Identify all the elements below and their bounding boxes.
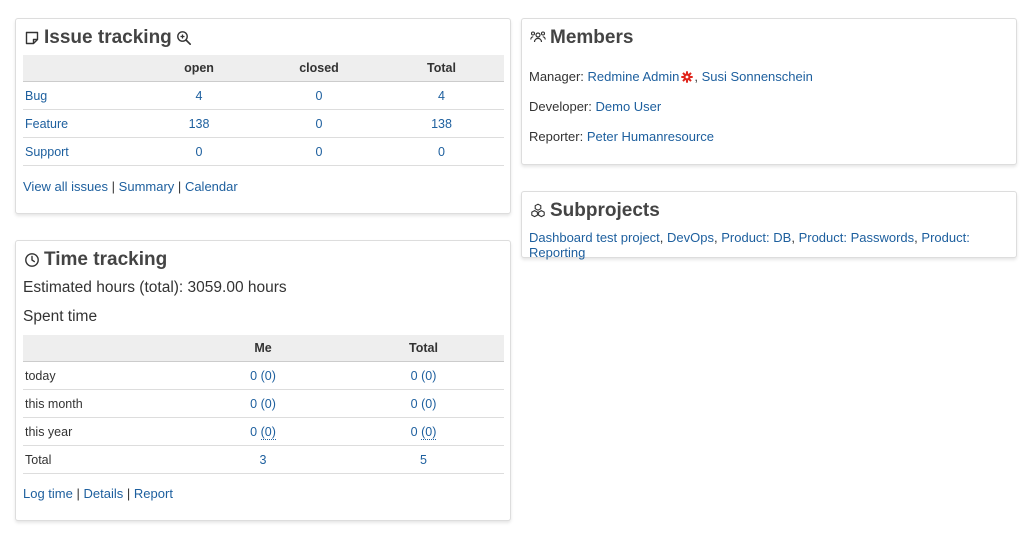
log-time-link[interactable]: Log time	[23, 486, 73, 501]
developer-line: Developer: Demo User	[529, 99, 661, 114]
me-hours-link[interactable]: 0	[250, 424, 258, 439]
subprojects-list: Dashboard test project, DevOps, Product:…	[529, 230, 970, 260]
table-row: Bug 4 0 4	[23, 81, 504, 110]
total-hours-link[interactable]: 0	[410, 424, 418, 439]
time-links: Log time | Details | Report	[23, 486, 173, 501]
subprojects-heading: Subprojects	[530, 200, 660, 222]
table-header-row: open closed Total	[23, 55, 504, 82]
total-hours-paren-link[interactable]: (0)	[421, 368, 437, 383]
period-label: today	[23, 361, 183, 390]
table-row: today 0 (0) 0 (0)	[23, 361, 504, 390]
report-link[interactable]: Report	[133, 486, 173, 501]
subproject-link-product-reporting[interactable]: Product: Reporting	[529, 230, 970, 260]
time-tracking-box: Time tracking Estimated hours (total): 3…	[15, 240, 511, 521]
total-hours-link[interactable]: 0	[410, 396, 418, 411]
period-label: this year	[23, 417, 183, 446]
open-count-link[interactable]: 4	[195, 88, 203, 103]
table-row: this year 0 (0) 0 (0)	[23, 417, 504, 446]
total-hours-paren-link[interactable]: (0)	[421, 424, 437, 440]
subproject-link-devops[interactable]: DevOps	[667, 230, 714, 245]
manager-label: Manager:	[529, 69, 584, 84]
subproject-link-product-db[interactable]: Product: DB	[721, 230, 792, 245]
column-header-period	[23, 335, 183, 362]
cubes-icon	[530, 203, 546, 219]
time-tracking-title: Time tracking	[44, 249, 168, 270]
developer-label: Developer:	[529, 99, 592, 114]
column-header-tracker	[23, 55, 139, 82]
link-separator: |	[126, 486, 131, 501]
total-hours-link[interactable]: 0	[410, 368, 418, 383]
member-link-redmine-admin[interactable]: Redmine Admin	[587, 69, 680, 84]
zoom-in-icon[interactable]	[176, 30, 192, 46]
summary-link[interactable]: Summary	[118, 179, 175, 194]
table-row: Support 0 0 0	[23, 137, 504, 166]
member-link-susi-sonnenschein[interactable]: Susi Sonnenschein	[701, 69, 813, 84]
me-hours-link[interactable]: 3	[259, 452, 267, 467]
estimated-hours: Estimated hours (total): 3059.00 hours	[23, 279, 287, 296]
closed-count-link[interactable]: 0	[315, 88, 323, 103]
issue-links: View all issues | Summary | Calendar	[23, 179, 238, 194]
total-count-link[interactable]: 138	[431, 116, 452, 131]
subprojects-title: Subprojects	[550, 200, 660, 221]
members-box: Members Manager: Redmine Admin, Susi Son…	[521, 18, 1017, 165]
total-hours-link[interactable]: 5	[420, 452, 427, 467]
link-separator: |	[76, 486, 80, 501]
gear-icon	[681, 71, 694, 86]
closed-count-link[interactable]: 0	[315, 144, 323, 159]
table-row: this month 0 (0) 0 (0)	[23, 389, 504, 418]
total-hours-paren-link[interactable]: (0)	[421, 396, 437, 411]
tracker-link-bug[interactable]: Bug	[25, 88, 48, 103]
me-hours-link[interactable]: 0	[250, 396, 258, 411]
reporter-line: Reporter: Peter Humanresource	[529, 129, 714, 144]
period-label: Total	[23, 445, 183, 474]
spent-time-table: Me Total today 0 (0) 0 (0) this month 0 …	[23, 335, 504, 474]
table-row: Total 3 5	[23, 445, 504, 474]
link-separator: |	[111, 179, 116, 194]
group-icon	[530, 30, 546, 46]
tracker-link-support[interactable]: Support	[25, 144, 69, 159]
reporter-label: Reporter:	[529, 129, 584, 144]
manager-line: Manager: Redmine Admin, Susi Sonnenschei…	[529, 69, 813, 86]
column-header-closed: closed	[259, 55, 379, 82]
total-count-link[interactable]: 4	[438, 88, 445, 103]
view-all-issues-link[interactable]: View all issues	[23, 179, 109, 194]
total-count-link[interactable]: 0	[438, 144, 445, 159]
link-separator: |	[177, 179, 182, 194]
table-row: Feature 138 0 138	[23, 109, 504, 138]
me-hours-link[interactable]: 0	[250, 368, 258, 383]
period-label: this month	[23, 389, 183, 418]
issue-tracking-title: Issue tracking	[44, 27, 172, 48]
time-tracking-heading: Time tracking	[24, 249, 167, 271]
sticky-note-icon	[24, 30, 40, 46]
column-header-total: Total	[379, 55, 504, 82]
calendar-link[interactable]: Calendar	[184, 179, 238, 194]
closed-count-link[interactable]: 0	[315, 116, 323, 131]
issue-tracking-box: Issue tracking open closed Total Bug 4 0…	[15, 18, 511, 214]
subproject-link-product-passwords[interactable]: Product: Passwords	[798, 230, 915, 245]
issue-tracking-table: open closed Total Bug 4 0 4 Feature 138 …	[23, 55, 504, 166]
me-hours-paren-link[interactable]: (0)	[260, 368, 276, 383]
member-link-peter-humanresource[interactable]: Peter Humanresource	[586, 129, 714, 144]
member-link-demo-user[interactable]: Demo User	[595, 99, 662, 114]
members-heading: Members	[530, 27, 633, 49]
members-title: Members	[550, 27, 634, 48]
column-header-open: open	[139, 55, 259, 82]
open-count-link[interactable]: 138	[188, 116, 210, 131]
me-hours-paren-link[interactable]: (0)	[260, 424, 276, 440]
column-header-total: Total	[343, 335, 504, 362]
issue-tracking-heading: Issue tracking	[24, 27, 192, 49]
open-count-link[interactable]: 0	[195, 144, 203, 159]
table-header-row: Me Total	[23, 335, 504, 362]
subprojects-box: Subprojects Dashboard test project, DevO…	[521, 191, 1017, 260]
tracker-link-feature[interactable]: Feature	[25, 116, 69, 131]
subproject-link-dashboard-test[interactable]: Dashboard test project	[529, 230, 660, 245]
me-hours-paren-link[interactable]: (0)	[260, 396, 276, 411]
spent-time-heading: Spent time	[23, 308, 98, 325]
clock-icon	[24, 252, 40, 268]
details-link[interactable]: Details	[83, 486, 124, 501]
column-header-me: Me	[183, 335, 343, 362]
